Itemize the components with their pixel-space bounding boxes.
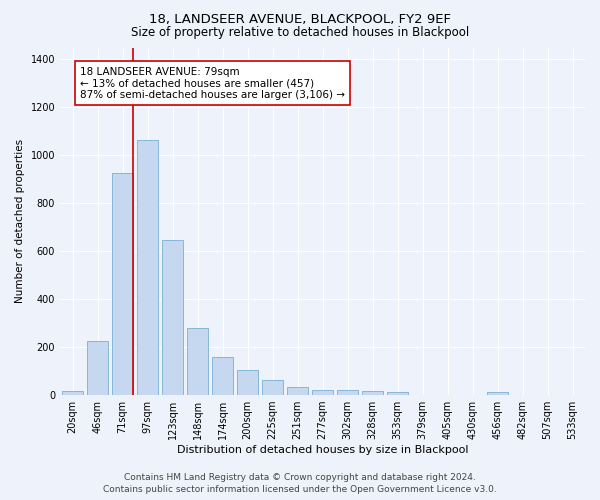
Bar [337,390,358,395]
Bar [212,356,233,395]
Bar [187,328,208,395]
Bar [362,392,383,395]
Y-axis label: Number of detached properties: Number of detached properties [15,139,25,304]
Bar [287,386,308,395]
Text: 18, LANDSEER AVENUE, BLACKPOOL, FY2 9EF: 18, LANDSEER AVENUE, BLACKPOOL, FY2 9EF [149,12,451,26]
Bar [87,341,108,395]
Bar [137,140,158,395]
Bar [262,380,283,395]
Bar [112,174,133,395]
Text: Size of property relative to detached houses in Blackpool: Size of property relative to detached ho… [131,26,469,39]
Bar [162,240,183,395]
Bar [487,392,508,395]
Text: Contains HM Land Registry data © Crown copyright and database right 2024.
Contai: Contains HM Land Registry data © Crown c… [103,473,497,494]
Text: 18 LANDSEER AVENUE: 79sqm
← 13% of detached houses are smaller (457)
87% of semi: 18 LANDSEER AVENUE: 79sqm ← 13% of detac… [80,66,345,100]
Bar [312,390,333,395]
Bar [237,370,258,395]
Bar [387,392,408,395]
X-axis label: Distribution of detached houses by size in Blackpool: Distribution of detached houses by size … [177,445,468,455]
Bar [62,392,83,395]
